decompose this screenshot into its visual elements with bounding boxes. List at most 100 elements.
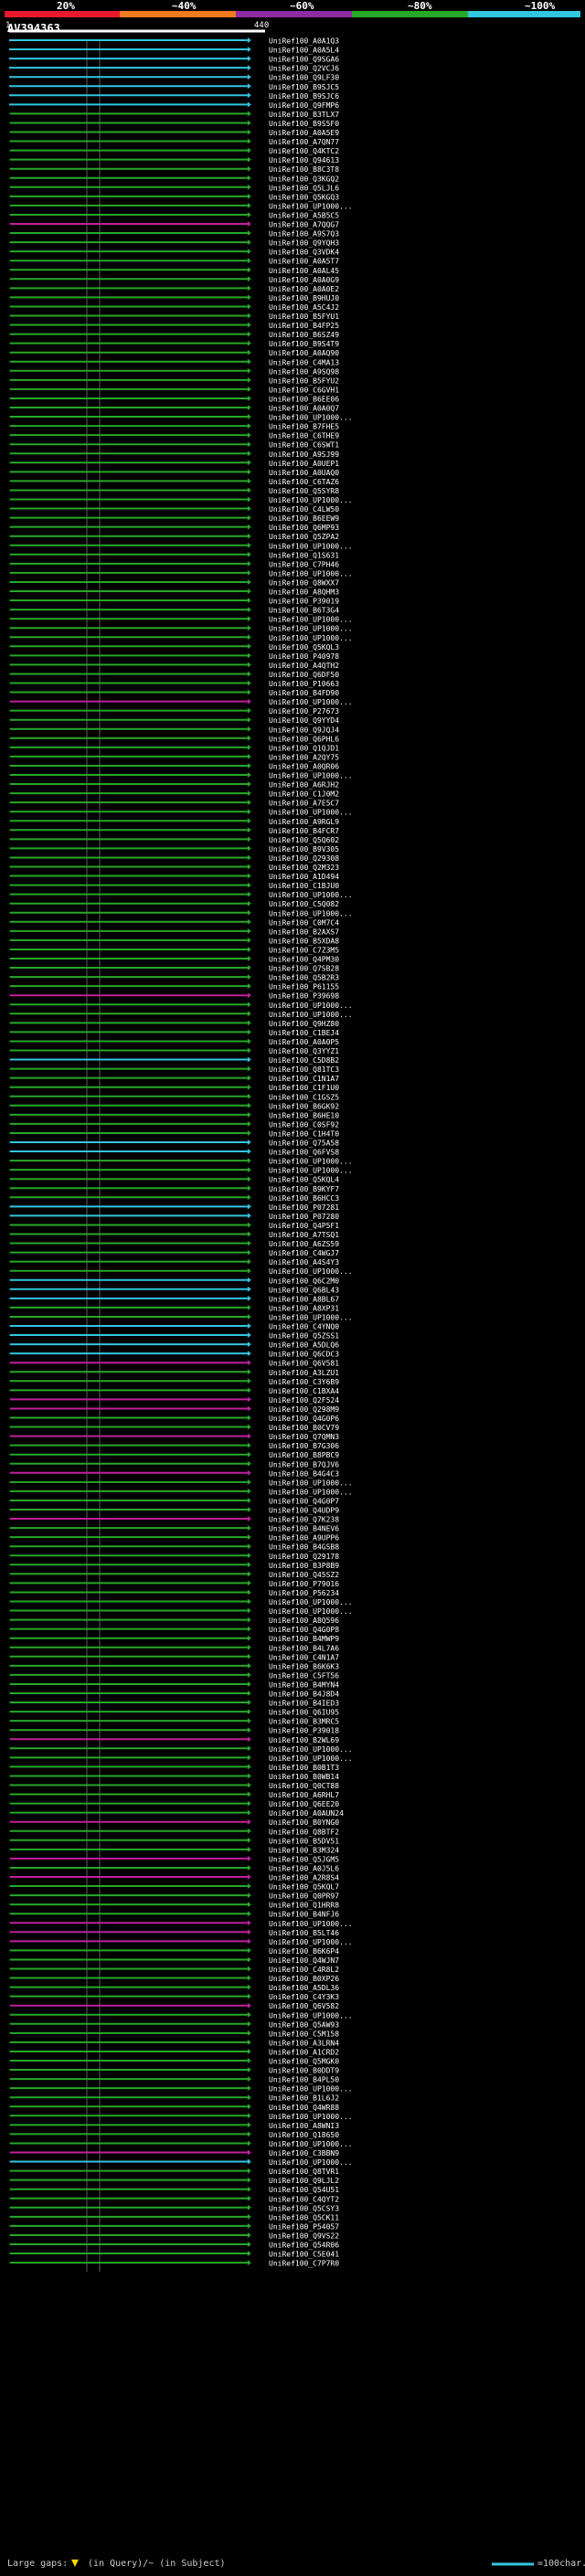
- hit-end-marker: [247, 790, 251, 797]
- hit-label: UniRef100_A5DL36: [269, 1984, 339, 1992]
- hit-end-marker: [247, 1938, 251, 1945]
- hit-label: UniRef100_Q9JQJ4: [269, 726, 339, 734]
- hit-label: UniRef100_C1H4T0: [269, 1129, 339, 1138]
- hit-label: UniRef100_C4R8L2: [269, 1966, 339, 1974]
- hit-end-marker: [247, 827, 251, 833]
- hit-end-marker: [247, 2149, 251, 2156]
- hit-label: UniRef100_Q5ZSS1: [269, 1332, 339, 1341]
- hit-label: UniRef100_B6SZ49: [269, 331, 339, 339]
- hit-end-marker: [247, 267, 251, 273]
- hit-end-marker: [247, 625, 251, 631]
- hit-end-marker: [247, 1111, 251, 1118]
- hit-label: UniRef100_A1D494: [269, 873, 339, 881]
- hit-end-marker: [247, 1341, 251, 1348]
- hit-end-marker: [247, 1102, 251, 1108]
- hit-end-marker: [247, 1700, 251, 1706]
- hit-label: UniRef100_C4LW50: [269, 505, 339, 514]
- hit-label: UniRef100_Q54U51: [269, 2186, 339, 2194]
- hit-end-marker: [247, 349, 251, 355]
- hit-end-marker: [247, 2204, 251, 2210]
- hit-end-marker: [247, 239, 251, 246]
- hit-end-marker: [247, 1846, 251, 1852]
- hit-label: UniRef100_Q1HRR8: [269, 1902, 339, 1910]
- hit-label: UniRef100_A2R8S4: [269, 1874, 339, 1882]
- hit-label: UniRef100_Q6EE20: [269, 1800, 339, 1808]
- hit-end-marker: [247, 864, 251, 870]
- hit-end-marker: [247, 1387, 251, 1394]
- hit-label: UniRef100_B4IED3: [269, 1700, 339, 1708]
- hit-end-marker: [247, 992, 251, 999]
- hit-label: UniRef100_B5FYU1: [269, 313, 339, 321]
- hit-label: UniRef100_P79016: [269, 1580, 339, 1588]
- hit-label: UniRef100_A0A5L4: [269, 47, 339, 55]
- hit-label: UniRef100_B6K6P4: [269, 1947, 339, 1956]
- hit-label: UniRef100_A0A0Q7: [269, 405, 339, 413]
- hit-end-marker: [247, 1966, 251, 1972]
- hit-end-marker: [247, 1442, 251, 1448]
- hit-label: UniRef100_UP1000...: [269, 414, 353, 422]
- hit-label: UniRef100_UP1000...: [269, 1607, 353, 1616]
- hit-label: UniRef100_C4Y3K3: [269, 1993, 339, 2001]
- hit-end-marker: [247, 37, 251, 43]
- hit-label: UniRef100_Q4UDP9: [269, 1507, 339, 1515]
- hit-end-marker: [247, 1194, 251, 1201]
- query-end-label: 440: [254, 21, 269, 30]
- hit-end-marker: [247, 1516, 251, 1522]
- hit-end-marker: [247, 2058, 251, 2063]
- hit-label: UniRef100_B2AXS7: [269, 928, 339, 936]
- hit-label: UniRef100_B5XDA8: [269, 937, 339, 945]
- hit-label: UniRef100_Q2M323: [269, 864, 339, 872]
- hit-end-marker: [247, 809, 251, 815]
- hit-end-marker: [247, 772, 251, 778]
- hit-end-marker: [247, 1525, 251, 1532]
- hit-label: UniRef100_Q8WXX7: [269, 578, 339, 587]
- legend-label-40: ~40%: [172, 0, 197, 12]
- hit-label: UniRef100_Q5CK11: [269, 2213, 339, 2221]
- hit-end-marker: [247, 974, 251, 981]
- hit-label: UniRef100_P07280: [269, 1213, 339, 1221]
- hit-label: UniRef100_Q7QMN3: [269, 1433, 339, 1441]
- hit-label: UniRef100_B0DDT9: [269, 2067, 339, 2075]
- hit-label: UniRef100_C6THE9: [269, 432, 339, 440]
- hit-end-marker: [247, 111, 251, 117]
- hit-label: UniRef100_Q9YYD4: [269, 716, 339, 725]
- hit-label: UniRef100_A5C4J2: [269, 303, 339, 312]
- hit-label: UniRef100_UP1000...: [269, 2158, 353, 2167]
- hit-end-marker: [247, 2030, 251, 2036]
- hit-label: UniRef100_Q9HZ80: [269, 1020, 339, 1028]
- hit-end-marker: [247, 560, 251, 567]
- hit-end-marker: [247, 1120, 251, 1127]
- hit-end-marker: [247, 726, 251, 732]
- hit-label: UniRef100_B9SJC6: [269, 92, 339, 101]
- hit-end-marker: [247, 1653, 251, 1659]
- hit-end-marker: [247, 1424, 251, 1430]
- hit-label: UniRef100_Q81TC3: [269, 1065, 339, 1074]
- hit-end-marker: [247, 1902, 251, 1908]
- hit-label: UniRef100_B0YNG0: [269, 1818, 339, 1827]
- hit-end-marker: [247, 1011, 251, 1017]
- hit-end-marker: [247, 313, 251, 319]
- hit-end-marker: [247, 1488, 251, 1494]
- hit-end-marker: [247, 414, 251, 420]
- hit-label: UniRef100_Q6MP93: [269, 524, 339, 532]
- hit-label: UniRef100_Q4P5F1: [269, 1222, 339, 1230]
- hit-label: UniRef100_B9S4T9: [269, 340, 339, 348]
- hit-end-marker: [247, 1718, 251, 1724]
- hit-end-marker: [247, 230, 251, 237]
- hit-label: UniRef100_Q7K238: [269, 1516, 339, 1524]
- hit-end-marker: [247, 643, 251, 650]
- hit-label: UniRef100_B6HCC3: [269, 1194, 339, 1203]
- legend-swatch-green: [352, 11, 468, 17]
- legend-swatch-cyan: [468, 11, 580, 17]
- hit-label: UniRef100_C1GSZ5: [269, 1093, 339, 1101]
- hit-label: UniRef100_C4YNQ0: [269, 1323, 339, 1331]
- hit-label: UniRef100_Q4KTC2: [269, 147, 339, 155]
- hit-end-marker: [247, 2113, 251, 2119]
- hit-end-marker: [247, 1662, 251, 1669]
- hit-label: UniRef100_C1F1U0: [269, 1084, 339, 1092]
- hit-label: UniRef100_Q5Q602: [269, 836, 339, 844]
- hit-label: UniRef100_UP1000...: [269, 202, 353, 210]
- hit-label: UniRef100_Q6IU95: [269, 1709, 339, 1717]
- hit-end-marker: [247, 781, 251, 788]
- hit-label: UniRef100_Q5CSY3: [269, 2204, 339, 2212]
